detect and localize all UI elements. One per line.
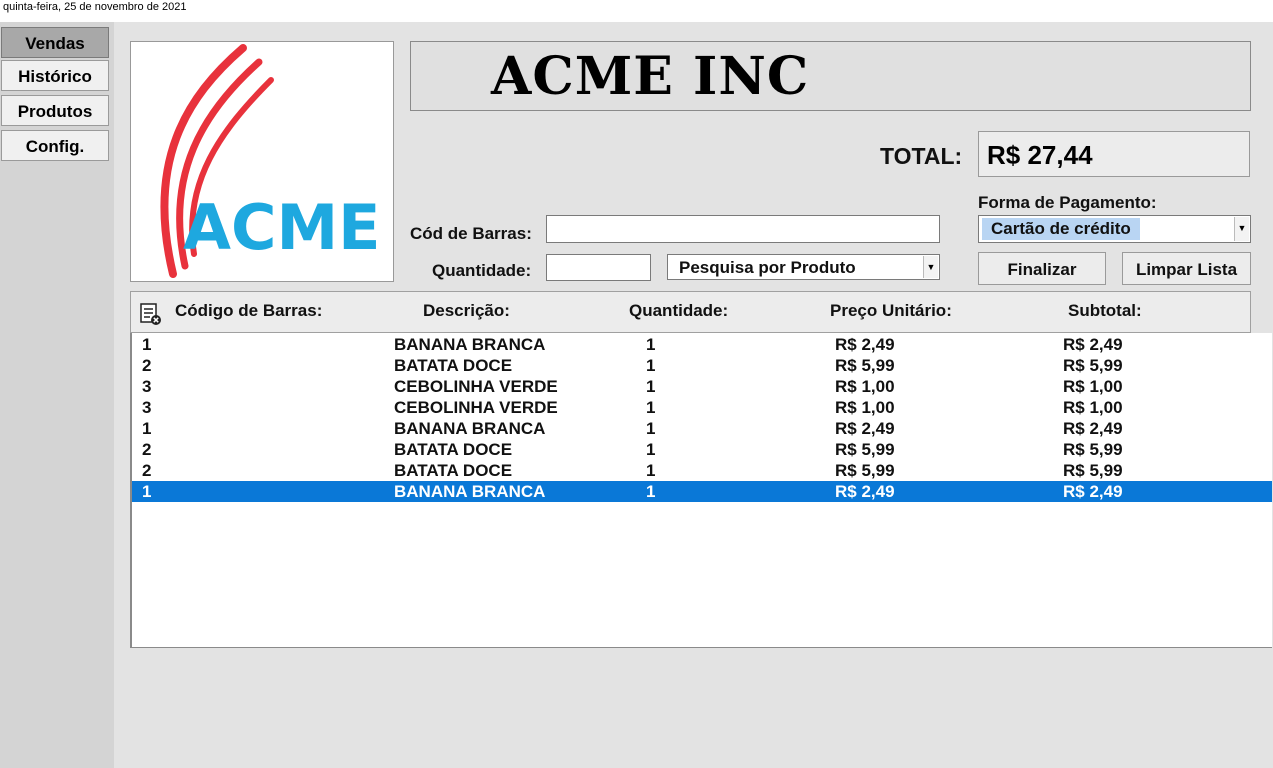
table-row[interactable]: 3 CEBOLINHA VERDE 1 R$ 1,00 R$ 1,00 bbox=[132, 397, 1272, 418]
column-header-barcode: Código de Barras: bbox=[175, 301, 323, 320]
table-row[interactable]: 1 BANANA BRANCA 1 R$ 2,49 R$ 2,49 bbox=[132, 418, 1272, 439]
barcode-label: Cód de Barras: bbox=[410, 224, 532, 243]
table-row[interactable]: 2 BATATA DOCE 1 R$ 5,99 R$ 5,99 bbox=[132, 460, 1272, 481]
logo-text: ACME bbox=[183, 191, 381, 264]
cell-subtotal: R$ 2,49 bbox=[1063, 419, 1123, 438]
sidebar-item-produtos[interactable]: Produtos bbox=[1, 95, 109, 126]
column-header-description: Descrição: bbox=[423, 301, 510, 320]
current-date: quinta-feira, 25 de novembro de 2021 bbox=[3, 1, 187, 13]
cell-barcode: 1 bbox=[142, 482, 152, 501]
cell-description: BATATA DOCE bbox=[394, 461, 513, 480]
cell-unit-price: R$ 1,00 bbox=[835, 377, 895, 396]
quantity-label: Quantidade: bbox=[432, 261, 532, 280]
sales-panel: ACME ACME INC TOTAL: R$ 27,44 Forma de P… bbox=[114, 22, 1273, 768]
cell-subtotal: R$ 2,49 bbox=[1063, 335, 1123, 354]
cell-unit-price: R$ 2,49 bbox=[835, 419, 895, 438]
cell-unit-price: R$ 5,99 bbox=[835, 461, 895, 480]
quantity-input[interactable] bbox=[546, 254, 651, 281]
cell-unit-price: R$ 5,99 bbox=[835, 356, 895, 375]
table-row[interactable]: 1 BANANA BRANCA 1 R$ 2,49 R$ 2,49 bbox=[132, 481, 1272, 502]
cell-quantity: 1 bbox=[646, 461, 656, 480]
column-header-unit-price: Preço Unitário: bbox=[830, 301, 952, 320]
cell-quantity: 1 bbox=[646, 482, 656, 501]
acme-logo-icon: ACME bbox=[160, 44, 381, 278]
sidebar-item-vendas[interactable]: Vendas bbox=[1, 27, 109, 58]
chevron-down-icon[interactable]: ▼ bbox=[1234, 217, 1249, 241]
table-row[interactable]: 2 BATATA DOCE 1 R$ 5,99 R$ 5,99 bbox=[132, 355, 1272, 376]
cell-subtotal: R$ 5,99 bbox=[1063, 356, 1123, 375]
cell-description: CEBOLINHA VERDE bbox=[394, 377, 558, 396]
sidebar-item-config[interactable]: Config. bbox=[1, 130, 109, 161]
search-mode-select[interactable]: Pesquisa por Produto ▼ bbox=[667, 254, 940, 280]
total-value: R$ 27,44 bbox=[987, 140, 1093, 170]
cell-unit-price: R$ 1,00 bbox=[835, 398, 895, 417]
cell-subtotal: R$ 5,99 bbox=[1063, 461, 1123, 480]
company-logo: ACME bbox=[130, 41, 394, 282]
table-row[interactable]: 1 BANANA BRANCA 1 R$ 2,49 R$ 2,49 bbox=[132, 334, 1272, 355]
total-label: TOTAL: bbox=[880, 143, 963, 169]
cell-barcode: 2 bbox=[142, 356, 152, 375]
sidebar-item-historico[interactable]: Histórico bbox=[1, 60, 109, 91]
date-bar: quinta-feira, 25 de novembro de 2021 bbox=[0, 0, 1273, 22]
table-header: Código de Barras: Descrição: Quantidade:… bbox=[130, 291, 1251, 333]
cell-unit-price: R$ 2,49 bbox=[835, 482, 895, 501]
cell-quantity: 1 bbox=[646, 398, 656, 417]
search-mode-value: Pesquisa por Produto bbox=[679, 258, 856, 277]
payment-method-value: Cartão de crédito bbox=[982, 218, 1140, 240]
clear-list-button[interactable]: Limpar Lista bbox=[1122, 252, 1251, 285]
cell-unit-price: R$ 2,49 bbox=[835, 335, 895, 354]
cell-description: BATATA DOCE bbox=[394, 440, 513, 459]
finalize-button[interactable]: Finalizar bbox=[978, 252, 1106, 285]
cell-quantity: 1 bbox=[646, 440, 656, 459]
cell-subtotal: R$ 1,00 bbox=[1063, 377, 1123, 396]
table-row[interactable]: 2 BATATA DOCE 1 R$ 5,99 R$ 5,99 bbox=[132, 439, 1272, 460]
cell-quantity: 1 bbox=[646, 377, 656, 396]
cell-quantity: 1 bbox=[646, 419, 656, 438]
cell-subtotal: R$ 5,99 bbox=[1063, 440, 1123, 459]
cell-barcode: 2 bbox=[142, 461, 152, 480]
company-title-box: ACME INC bbox=[410, 41, 1251, 111]
cell-description: BANANA BRANCA bbox=[394, 419, 546, 438]
company-title: ACME INC bbox=[491, 46, 810, 107]
sidebar: Vendas Histórico Produtos Config. bbox=[0, 22, 114, 768]
cell-barcode: 2 bbox=[142, 440, 152, 459]
cell-barcode: 1 bbox=[142, 335, 152, 354]
cell-barcode: 3 bbox=[142, 398, 152, 417]
column-header-subtotal: Subtotal: bbox=[1068, 301, 1142, 320]
cell-description: BANANA BRANCA bbox=[394, 335, 546, 354]
cell-quantity: 1 bbox=[646, 335, 656, 354]
cell-description: BANANA BRANCA bbox=[394, 482, 546, 501]
cell-subtotal: R$ 2,49 bbox=[1063, 482, 1123, 501]
cell-barcode: 3 bbox=[142, 377, 152, 396]
sales-items-list[interactable]: 1 BANANA BRANCA 1 R$ 2,49 R$ 2,49 2 BATATA DOC… bbox=[130, 333, 1272, 648]
cell-description: CEBOLINHA VERDE bbox=[394, 398, 558, 417]
cell-barcode: 1 bbox=[142, 419, 152, 438]
cell-description: BATATA DOCE bbox=[394, 356, 513, 375]
table-row[interactable]: 3 CEBOLINHA VERDE 1 R$ 1,00 R$ 1,00 bbox=[132, 376, 1272, 397]
payment-method-select[interactable]: Cartão de crédito ▼ bbox=[978, 215, 1251, 243]
list-remove-icon[interactable] bbox=[139, 302, 163, 326]
chevron-down-icon[interactable]: ▼ bbox=[923, 256, 938, 278]
cell-unit-price: R$ 5,99 bbox=[835, 440, 895, 459]
cell-quantity: 1 bbox=[646, 356, 656, 375]
barcode-input[interactable] bbox=[546, 215, 940, 243]
payment-label: Forma de Pagamento: bbox=[978, 193, 1157, 212]
cell-subtotal: R$ 1,00 bbox=[1063, 398, 1123, 417]
column-header-quantity: Quantidade: bbox=[629, 301, 729, 320]
total-display: R$ 27,44 bbox=[978, 131, 1250, 177]
